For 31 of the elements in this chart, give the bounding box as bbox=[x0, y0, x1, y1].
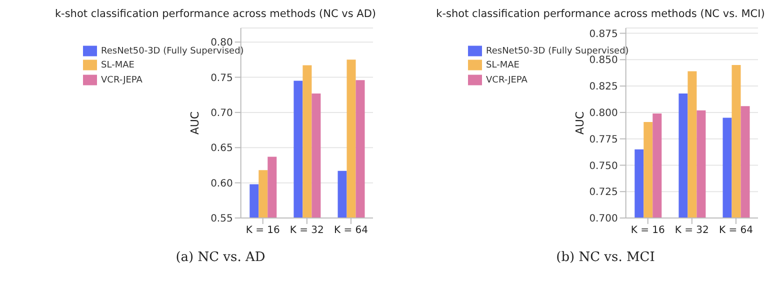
x-tick-label: K = 64 bbox=[334, 225, 368, 236]
x-tick-label: K = 16 bbox=[630, 225, 665, 236]
y-tick-label: 0.65 bbox=[210, 143, 233, 154]
legend-label: ResNet50-3D (Fully Supervised) bbox=[486, 46, 629, 56]
text: (a) NC vs. AD bbox=[174, 250, 266, 265]
y-axis-title: AUC bbox=[574, 111, 587, 135]
y-tick-label: 0.725 bbox=[589, 187, 618, 198]
y-tick-label: 0.825 bbox=[589, 82, 618, 93]
x-tick-label: K = 32 bbox=[290, 225, 324, 236]
x-tick-label: K = 32 bbox=[674, 225, 709, 236]
text: (b) NC vs. MCI bbox=[555, 250, 656, 265]
y-tick-label: 0.875 bbox=[589, 28, 618, 40]
y-tick-label: 0.800 bbox=[589, 108, 618, 119]
legend-label: VCR-JEPA bbox=[486, 75, 528, 86]
y-tick-label: 0.775 bbox=[589, 134, 618, 146]
y-tick-label: 0.700 bbox=[589, 214, 618, 225]
legend-label: VCR-JEPA bbox=[101, 75, 142, 86]
y-tick-label: 0.750 bbox=[589, 160, 618, 172]
legend-label: SL-MAE bbox=[101, 60, 134, 71]
x-tick-label: K = 64 bbox=[718, 225, 753, 236]
chart-title: k-shot classification performance across methods (NC vs. MCI) bbox=[435, 8, 766, 22]
x-tick-label: K = 16 bbox=[246, 225, 280, 236]
legend-label: SL-MAE bbox=[486, 60, 520, 71]
y-tick-label: 0.55 bbox=[210, 214, 233, 225]
y-tick-label: 0.70 bbox=[210, 108, 233, 119]
y-axis-title: AUC bbox=[188, 111, 202, 135]
y-tick-label: 0.60 bbox=[210, 178, 233, 190]
legend-label: ResNet50-3D (Fully Supervised) bbox=[101, 46, 244, 56]
y-tick-label: 0.75 bbox=[210, 72, 233, 84]
chart-title: k-shot classification performance across methods (NC vs AD) bbox=[54, 8, 378, 22]
y-tick-label: 0.850 bbox=[589, 55, 618, 66]
